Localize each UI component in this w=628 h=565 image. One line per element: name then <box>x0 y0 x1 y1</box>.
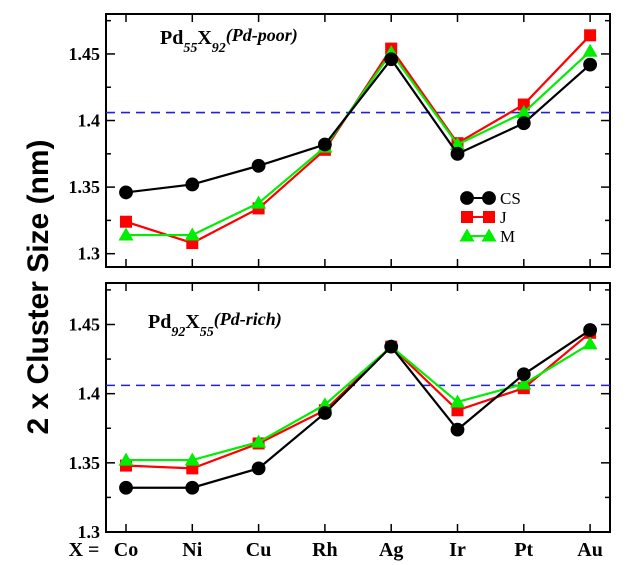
x-tick-labels: Co Ni Cu Rh Ag Ir Pt Au <box>114 539 603 561</box>
point-m-cu <box>251 195 267 209</box>
point-m-au <box>582 336 598 350</box>
legend-marker-m <box>481 228 497 242</box>
point-cs-ir <box>450 146 465 161</box>
series-line-j <box>125 331 591 470</box>
y-tick-label: 1.4 <box>78 111 101 131</box>
point-cs-rh <box>317 406 332 420</box>
x-axis-prefix: X = <box>69 539 100 561</box>
y-axis-label: 2 x Cluster Size (nm) <box>22 139 55 434</box>
point-cs-ni <box>185 480 200 495</box>
series-line-j <box>125 34 591 245</box>
x-tick-label-ni: Ni <box>182 539 202 561</box>
point-m-pt <box>516 105 532 119</box>
legend-marker-cs <box>460 191 474 205</box>
y-tick-label: 1.35 <box>69 177 101 197</box>
point-cs-pt <box>516 367 531 382</box>
x-tick-label-pt: Pt <box>514 539 533 561</box>
point-cs-cu <box>251 461 266 476</box>
plot-frame <box>105 282 611 533</box>
point-cs-pt <box>516 116 531 131</box>
legend-marker-j <box>483 211 495 223</box>
point-cs-co <box>119 480 133 495</box>
series-line-m <box>126 342 591 462</box>
y-tick-label: 1.45 <box>69 44 101 64</box>
series-line-cs <box>126 329 591 489</box>
series-line-cs <box>125 57 591 194</box>
x-tick-label-ir: Ir <box>449 539 466 561</box>
point-m-cu <box>251 434 267 448</box>
y-tick-label: 1.35 <box>69 453 101 473</box>
x-tick-label-au: Au <box>577 539 603 561</box>
legend-marker-cs <box>482 191 496 205</box>
legend-marker-j <box>461 211 473 223</box>
point-m-au <box>582 43 598 57</box>
point-m-co <box>118 227 134 241</box>
point-cs-ag <box>384 52 399 67</box>
legend-label-m: M <box>500 227 515 246</box>
y-tick-label: 1.45 <box>69 315 101 335</box>
x-tick-label-ag: Ag <box>379 539 403 561</box>
y-tick-label: 1.4 <box>78 384 101 404</box>
x-tick-label-co: Co <box>114 539 138 561</box>
point-cs-ag <box>384 339 399 354</box>
legend-label-j: J <box>500 208 507 227</box>
legend-marker-m <box>459 228 475 242</box>
point-m-co <box>118 452 134 466</box>
point-cs-cu <box>251 158 266 173</box>
point-j-co <box>120 215 132 228</box>
panel-title-pd-rich: Pd92X55(Pd-rich) <box>148 309 282 340</box>
point-m-rh <box>317 397 333 411</box>
y-tick-label: 1.3 <box>78 244 101 264</box>
x-tick-label-cu: Cu <box>246 539 272 561</box>
point-cs-au <box>583 57 597 72</box>
point-cs-ni <box>185 177 200 192</box>
plot-frame <box>105 13 611 268</box>
panel-title-pd-poor: Pd55X92(Pd-poor) <box>160 25 298 56</box>
point-m-ni <box>184 452 200 466</box>
point-m-pt <box>516 376 532 390</box>
point-cs-au <box>583 323 597 337</box>
series-line-m <box>126 50 591 237</box>
y-tick-label: 1.3 <box>78 522 101 542</box>
point-m-ni <box>184 227 200 241</box>
point-cs-co <box>119 185 133 200</box>
panel-pd-rich: Pd92X55(Pd-rich) 1.3 1.35 1.4 1.45 <box>69 282 611 542</box>
legend-label-cs: CS <box>500 189 521 208</box>
point-j-pt <box>517 98 530 111</box>
x-tick-label-rh: Rh <box>312 539 338 561</box>
point-cs-ir <box>450 422 465 437</box>
point-j-au <box>584 29 597 42</box>
point-cs-rh <box>317 137 332 152</box>
point-m-ir <box>450 394 465 408</box>
